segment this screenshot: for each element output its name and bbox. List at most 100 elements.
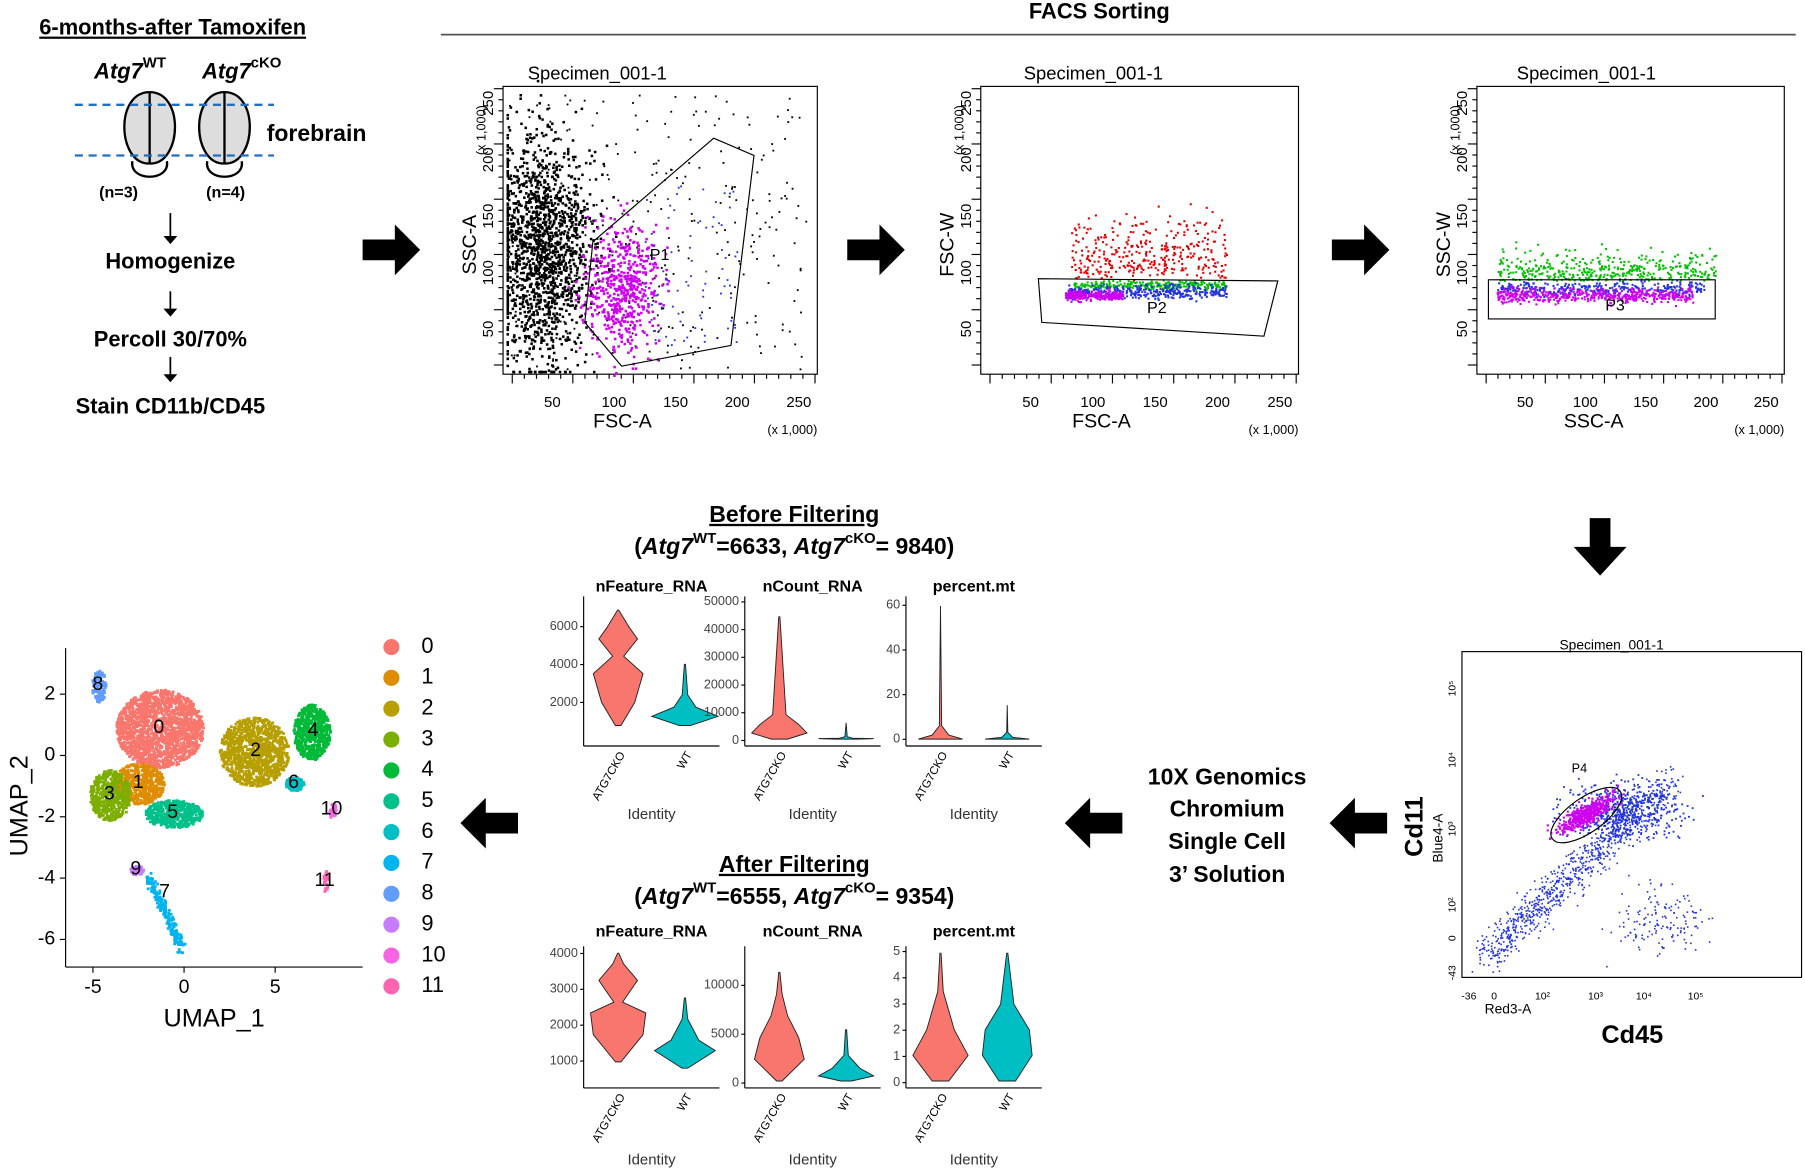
dot (1168, 283, 1171, 286)
dot (522, 294, 525, 297)
dot (685, 280, 688, 283)
axis-label: SSC-A (1564, 411, 1624, 433)
dot (589, 286, 592, 289)
dot (549, 199, 553, 202)
dot (1684, 266, 1687, 269)
dot (1178, 279, 1181, 282)
dot (1710, 267, 1713, 270)
dot (591, 283, 594, 287)
dot (1170, 267, 1174, 270)
dot (556, 174, 559, 177)
dot (578, 221, 582, 225)
dot (539, 300, 542, 304)
dot (1155, 288, 1158, 291)
dot (1125, 292, 1128, 295)
dot (531, 137, 534, 140)
dot (1500, 261, 1503, 264)
dot (1145, 251, 1148, 254)
dot (1684, 276, 1687, 279)
dot (653, 277, 656, 280)
dot (1635, 265, 1638, 268)
dot (619, 246, 623, 250)
dot (569, 259, 572, 262)
dot (511, 307, 515, 311)
dot (554, 137, 557, 141)
dot (541, 239, 544, 243)
dot (1202, 266, 1205, 269)
dot (1173, 284, 1176, 287)
dot (592, 267, 595, 271)
dot (1663, 285, 1666, 288)
dot (514, 298, 517, 302)
axis-scale: (x 1,000) (475, 105, 489, 155)
dot (610, 316, 614, 319)
dot (1081, 295, 1084, 298)
dot (542, 207, 545, 211)
dot (1198, 292, 1201, 295)
dot (1123, 251, 1126, 254)
dot (583, 208, 586, 212)
dot (550, 269, 553, 273)
dot (506, 298, 510, 301)
dot (1187, 294, 1190, 297)
dot (730, 319, 733, 322)
dot (1178, 291, 1181, 294)
dot (615, 276, 619, 280)
dot (642, 259, 646, 263)
dot (508, 176, 511, 180)
dot (557, 260, 560, 263)
dot (618, 305, 621, 308)
dot (575, 290, 578, 294)
dot (620, 270, 623, 274)
dot (617, 293, 620, 297)
dot (593, 246, 597, 249)
dot (516, 209, 520, 212)
dot (538, 102, 542, 105)
dot (572, 284, 575, 288)
dot (1658, 265, 1661, 268)
dot (1582, 279, 1586, 282)
dot (637, 279, 640, 282)
dot (511, 291, 515, 295)
dot (635, 280, 639, 284)
dot (535, 281, 539, 284)
dot (800, 355, 803, 358)
dot (1150, 246, 1153, 250)
dot (571, 155, 575, 159)
dot (584, 300, 587, 304)
dot (1064, 292, 1067, 295)
dot (1138, 286, 1141, 289)
dot (555, 337, 558, 340)
dot (647, 210, 650, 213)
dot (1113, 293, 1116, 296)
dot (547, 267, 550, 271)
dot (567, 198, 571, 201)
dot (532, 272, 536, 276)
dot (572, 258, 575, 262)
dot (578, 276, 581, 279)
dot (526, 246, 529, 250)
dot (608, 247, 612, 251)
dot (519, 242, 522, 245)
dot (519, 312, 522, 315)
dot (557, 199, 561, 202)
axis-scale: (x 1,000) (1734, 423, 1784, 437)
dot (576, 233, 579, 237)
dot (1586, 300, 1590, 303)
dot (1689, 285, 1692, 288)
dot (1604, 289, 1607, 292)
dot (519, 157, 523, 160)
dot (566, 129, 569, 132)
dot (732, 190, 735, 193)
dot (534, 179, 537, 182)
dot (1084, 270, 1087, 273)
dot (1082, 292, 1085, 295)
dot (1134, 290, 1137, 293)
dot (552, 358, 555, 361)
dot (1696, 255, 1699, 259)
dot (1130, 244, 1133, 247)
dot (639, 283, 643, 286)
dot (562, 256, 565, 259)
dot (619, 288, 622, 291)
dot (1713, 271, 1716, 275)
